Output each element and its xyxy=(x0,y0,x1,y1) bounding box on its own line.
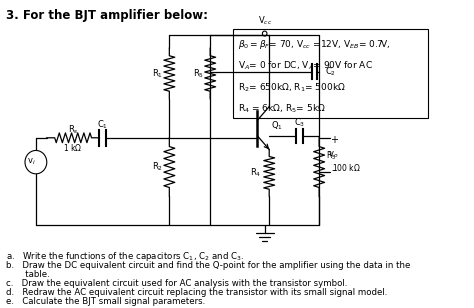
Text: R$_1$: R$_1$ xyxy=(152,67,163,80)
Text: R$_5$: R$_5$ xyxy=(193,67,204,80)
Text: 1 k$\Omega$: 1 k$\Omega$ xyxy=(64,142,83,153)
Text: table.: table. xyxy=(6,270,50,279)
Text: e.   Calculate the BJT small signal parameters.: e. Calculate the BJT small signal parame… xyxy=(6,297,205,306)
Text: 100 k$\Omega$: 100 k$\Omega$ xyxy=(332,161,361,172)
Text: V$_A$= 0 for DC, V$_A$= 90V for AC: V$_A$= 0 for DC, V$_A$= 90V for AC xyxy=(238,60,373,72)
Text: $\beta_0 = \beta_F$= 70, V$_{cc}$ =12V, V$_{EB}$= 0.7V,: $\beta_0 = \beta_F$= 70, V$_{cc}$ =12V, … xyxy=(238,38,391,51)
Text: a.   Write the functions of the capacitors C$_1$, C$_2$ and C$_3$.: a. Write the functions of the capacitors… xyxy=(6,250,244,263)
Text: C$_2$: C$_2$ xyxy=(325,65,336,78)
Text: -: - xyxy=(332,165,336,175)
Text: R$_4$ = 6k$\Omega$, R$_5$= 5k$\Omega$: R$_4$ = 6k$\Omega$, R$_5$= 5k$\Omega$ xyxy=(238,103,326,115)
Text: c.   Draw the equivalent circuit used for AC analysis with the transistor symbol: c. Draw the equivalent circuit used for … xyxy=(6,279,347,288)
Text: R$_5$: R$_5$ xyxy=(327,149,337,162)
Text: R$_2$= 650k$\Omega$, R$_1$= 500k$\Omega$: R$_2$= 650k$\Omega$, R$_1$= 500k$\Omega$ xyxy=(238,81,346,94)
FancyBboxPatch shape xyxy=(233,29,428,118)
Text: R$_s$: R$_s$ xyxy=(68,124,79,136)
Text: d.   Redraw the AC equivalent circuit replacing the transistor with its small si: d. Redraw the AC equivalent circuit repl… xyxy=(6,288,387,297)
Text: v$_i$: v$_i$ xyxy=(27,157,36,167)
Text: Q$_1$: Q$_1$ xyxy=(271,120,283,132)
Text: b.   Draw the DC equivalent circuit and find the Q-point for the amplifier using: b. Draw the DC equivalent circuit and fi… xyxy=(6,261,410,270)
Text: V$_{cc}$: V$_{cc}$ xyxy=(257,14,272,27)
Text: C$_1$: C$_1$ xyxy=(97,119,108,132)
Text: 3. For the BJT amplifier below:: 3. For the BJT amplifier below: xyxy=(6,9,208,22)
Text: R$_4$: R$_4$ xyxy=(250,167,261,179)
Text: v$_o$: v$_o$ xyxy=(328,149,339,160)
Text: R$_2$: R$_2$ xyxy=(152,161,163,173)
Text: C$_3$: C$_3$ xyxy=(293,117,305,129)
Text: +: + xyxy=(329,135,337,145)
